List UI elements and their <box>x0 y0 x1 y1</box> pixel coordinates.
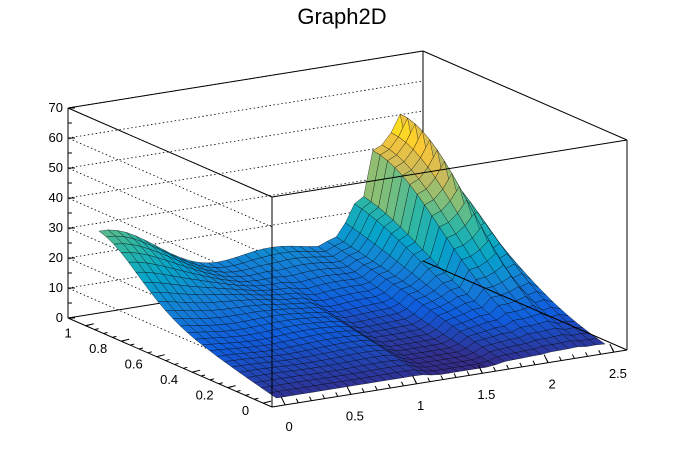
x-tick-label: 0.5 <box>346 408 364 423</box>
x-tick-label: 1 <box>417 398 424 413</box>
x-minor-tick <box>453 373 457 378</box>
x-minor-tick <box>414 379 418 385</box>
y-minor-tick <box>103 331 108 334</box>
z-tick-label: 30 <box>49 220 63 235</box>
x-minor-tick <box>374 385 378 391</box>
x-minor-tick <box>479 368 483 374</box>
x-minor-tick <box>506 364 510 370</box>
x-minor-tick <box>361 387 365 393</box>
x-minor-tick <box>466 371 470 376</box>
x-minor-tick <box>295 398 299 404</box>
z-tick-label: 20 <box>49 250 63 265</box>
y-minor-tick <box>236 390 241 393</box>
y-minor-tick <box>138 347 144 350</box>
y-minor-tick <box>85 324 90 327</box>
grid-line-back <box>67 110 424 169</box>
y-minor-tick <box>121 339 126 342</box>
y-minor-tick <box>129 343 135 346</box>
y-tick-label: 1 <box>65 326 72 341</box>
y-minor-tick <box>112 335 117 338</box>
z-tick-label: 10 <box>49 280 63 295</box>
y-minor-tick <box>94 328 99 331</box>
x-tick-label: 1.5 <box>477 387 495 402</box>
x-minor-tick <box>387 383 391 389</box>
z-tick-label: 0 <box>56 310 63 325</box>
x-minor-tick <box>427 377 431 382</box>
frame-edge <box>271 349 628 408</box>
x-minor-tick <box>335 392 339 397</box>
axes: 0 10 20 30 40 50 60 70 0 0.5 1 1.5 2 2.5 0 0.2 0.4 0.6 0.8… <box>49 100 627 434</box>
y-minor-tick <box>165 359 170 362</box>
x-minor-tick <box>611 347 615 353</box>
frame-edge <box>67 107 273 198</box>
surface-cell <box>587 338 606 346</box>
surface <box>98 113 606 399</box>
chart-title: Graph2D <box>297 4 386 29</box>
frame-edge <box>422 50 628 141</box>
x-tick-label: 2 <box>548 377 555 392</box>
z-tick-label: 40 <box>49 190 63 205</box>
x-tick-mark <box>280 396 286 406</box>
grid-line-back <box>67 80 424 139</box>
y-minor-tick <box>254 397 259 400</box>
y-tick-label: 0.4 <box>160 372 178 387</box>
x-minor-tick <box>322 394 326 399</box>
x-minor-tick <box>493 366 496 372</box>
y-tick-label: 0.2 <box>196 388 214 403</box>
y-tick-label: 0 <box>242 403 249 418</box>
y-minor-tick <box>147 351 152 354</box>
y-tick-label: 0.8 <box>89 341 107 356</box>
x-minor-tick <box>598 349 602 355</box>
x-tick-label: 0 <box>286 419 293 434</box>
x-minor-tick <box>348 390 352 395</box>
z-tick-label: 70 <box>49 100 63 115</box>
y-minor-tick <box>245 393 250 396</box>
y-minor-tick <box>192 370 197 373</box>
y-tick-mark <box>263 400 272 404</box>
frame-edge <box>422 260 628 351</box>
y-tick-label: 0.6 <box>125 357 143 372</box>
y-minor-tick <box>218 382 223 385</box>
x-minor-tick <box>585 352 589 357</box>
grid-line-left <box>67 167 273 258</box>
frame-edge <box>67 317 273 408</box>
x-minor-tick <box>571 354 575 359</box>
y-minor-tick <box>200 374 206 377</box>
y-minor-tick <box>156 355 161 358</box>
y-minor-tick <box>227 386 232 389</box>
x-minor-tick <box>558 356 562 361</box>
frame-edge <box>67 50 424 109</box>
x-minor-tick <box>401 381 404 387</box>
x-minor-tick <box>545 358 549 363</box>
frame-edge <box>271 139 628 198</box>
x-minor-tick <box>440 375 444 380</box>
x-minor-tick <box>532 360 536 366</box>
x-minor-tick <box>519 362 523 368</box>
y-minor-tick <box>209 378 215 381</box>
y-minor-tick <box>174 362 179 365</box>
z-tick-label: 50 <box>49 160 63 175</box>
x-tick-label: 2.5 <box>609 366 627 381</box>
y-minor-tick <box>183 366 188 369</box>
grid-line-left <box>67 137 273 228</box>
frame-front <box>271 50 628 408</box>
x-minor-tick <box>308 396 312 401</box>
z-tick-label: 60 <box>49 130 63 145</box>
